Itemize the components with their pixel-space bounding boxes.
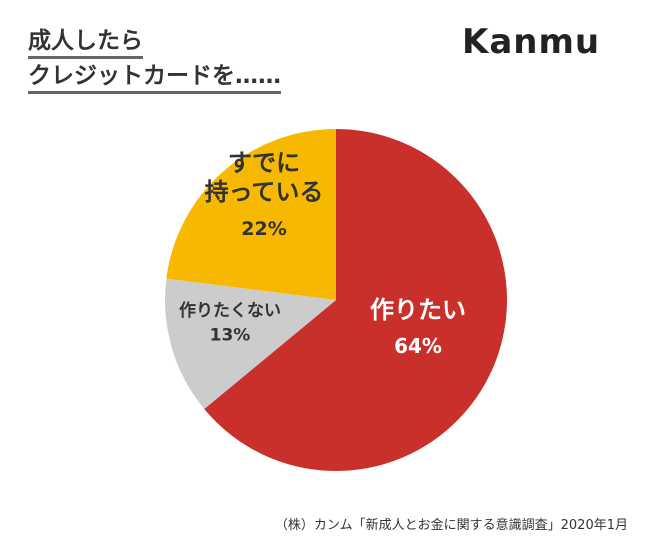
slice-value-label: 64% (394, 334, 442, 358)
slice-label: 作りたくない (179, 300, 281, 321)
slice-label: すでに (228, 149, 300, 177)
title-line-2: クレジットカードを…… (28, 62, 281, 94)
pie-slice (165, 278, 336, 409)
pie-slice (166, 129, 336, 300)
slice-label: 持っている (205, 178, 324, 206)
slice-value-label: 22% (241, 218, 286, 240)
title-line-1: 成人したら (28, 27, 143, 59)
pie-slice (204, 129, 508, 472)
kanmu-logo: Kanmu (462, 22, 601, 62)
slice-value-label: 13% (210, 326, 251, 346)
source-note: （株）カンム「新成人とお金に関する意識調査」2020年1月 (274, 518, 628, 533)
slice-label: 作りたい (370, 296, 466, 324)
